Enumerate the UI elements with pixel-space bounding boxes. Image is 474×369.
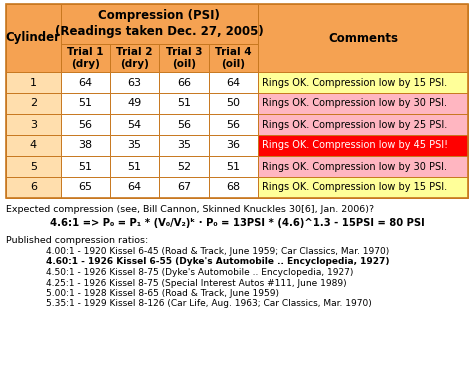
Bar bbox=[258, 4, 468, 72]
Text: 52: 52 bbox=[177, 162, 191, 172]
Bar bbox=[61, 72, 110, 93]
Bar bbox=[110, 93, 159, 114]
Text: 6: 6 bbox=[30, 183, 37, 193]
Bar bbox=[110, 72, 159, 93]
Bar bbox=[6, 93, 61, 114]
Text: 5.35:1 - 1929 Kissel 8-126 (Car Life, Aug. 1963; Car Classics, Mar. 1970): 5.35:1 - 1929 Kissel 8-126 (Car Life, Au… bbox=[46, 300, 372, 308]
Bar bbox=[61, 177, 110, 198]
Text: 35: 35 bbox=[128, 141, 142, 151]
Bar bbox=[159, 44, 209, 72]
Bar bbox=[6, 4, 468, 198]
Text: 4.25:1 - 1926 Kissel 8-75 (Special Interest Autos #111, June 1989): 4.25:1 - 1926 Kissel 8-75 (Special Inter… bbox=[46, 279, 346, 287]
Bar bbox=[110, 44, 159, 72]
Bar bbox=[258, 72, 468, 93]
Bar bbox=[6, 177, 61, 198]
Bar bbox=[6, 72, 61, 93]
Bar bbox=[110, 135, 159, 156]
Text: 66: 66 bbox=[177, 77, 191, 87]
Text: 65: 65 bbox=[78, 183, 92, 193]
Text: 64: 64 bbox=[128, 183, 142, 193]
Text: Rings OK. Compression low by 30 PSI.: Rings OK. Compression low by 30 PSI. bbox=[262, 162, 447, 172]
Bar bbox=[159, 72, 209, 93]
Bar bbox=[61, 114, 110, 135]
Text: Comments: Comments bbox=[328, 31, 398, 45]
Text: Trial 3
(oil): Trial 3 (oil) bbox=[166, 47, 202, 69]
Text: Rings OK. Compression low by 30 PSI.: Rings OK. Compression low by 30 PSI. bbox=[262, 99, 447, 108]
Bar bbox=[110, 156, 159, 177]
Text: 4.60:1 - 1926 Kissel 6-55 (Dyke's Automobile .. Encyclopedia, 1927): 4.60:1 - 1926 Kissel 6-55 (Dyke's Automo… bbox=[46, 258, 390, 266]
Text: Rings OK. Compression low by 15 PSI.: Rings OK. Compression low by 15 PSI. bbox=[262, 183, 447, 193]
Text: Trial 2
(dry): Trial 2 (dry) bbox=[117, 47, 153, 69]
Text: 56: 56 bbox=[227, 120, 240, 130]
Bar bbox=[258, 93, 468, 114]
Bar bbox=[258, 114, 468, 135]
Text: Compression (PSI)
(Readings taken Dec. 27, 2005): Compression (PSI) (Readings taken Dec. 2… bbox=[55, 10, 264, 38]
Bar bbox=[258, 156, 468, 177]
Text: 35: 35 bbox=[177, 141, 191, 151]
Bar bbox=[258, 177, 468, 198]
Text: 63: 63 bbox=[128, 77, 142, 87]
Text: 51: 51 bbox=[177, 99, 191, 108]
Text: 5: 5 bbox=[30, 162, 37, 172]
Text: Expected compression (see, Bill Cannon, Skinned Knuckles 30[6], Jan. 2006)?: Expected compression (see, Bill Cannon, … bbox=[6, 205, 374, 214]
Text: 51: 51 bbox=[227, 162, 240, 172]
Bar bbox=[6, 4, 61, 72]
Text: Published compression ratios:: Published compression ratios: bbox=[6, 236, 148, 245]
Text: Rings OK. Compression low by 15 PSI.: Rings OK. Compression low by 15 PSI. bbox=[262, 77, 447, 87]
Bar bbox=[159, 93, 209, 114]
Bar bbox=[209, 177, 258, 198]
Text: Trial 4
(oil): Trial 4 (oil) bbox=[215, 47, 252, 69]
Text: Rings OK. Compression low by 25 PSI.: Rings OK. Compression low by 25 PSI. bbox=[262, 120, 447, 130]
Bar bbox=[159, 114, 209, 135]
Text: 4.6:1 => P₀ = P₁ * (V₀/V₂)ᵏ · P₀ = 13PSI * (4.6)^1.3 - 15PSI = 80 PSI: 4.6:1 => P₀ = P₁ * (V₀/V₂)ᵏ · P₀ = 13PSI… bbox=[50, 218, 424, 228]
Text: Rings OK. Compression low by 45 PSI!: Rings OK. Compression low by 45 PSI! bbox=[262, 141, 448, 151]
Text: 51: 51 bbox=[78, 99, 92, 108]
Bar bbox=[209, 156, 258, 177]
Text: 54: 54 bbox=[128, 120, 142, 130]
Text: 4.00:1 - 1920 Kissel 6-45 (Road & Track, June 1959; Car Classics, Mar. 1970): 4.00:1 - 1920 Kissel 6-45 (Road & Track,… bbox=[46, 247, 389, 256]
Text: 38: 38 bbox=[78, 141, 92, 151]
Text: 50: 50 bbox=[227, 99, 240, 108]
Text: 68: 68 bbox=[227, 183, 241, 193]
Text: 4.50:1 - 1926 Kissel 8-75 (Dyke's Automobile .. Encyclopedia, 1927): 4.50:1 - 1926 Kissel 8-75 (Dyke's Automo… bbox=[46, 268, 354, 277]
Text: 56: 56 bbox=[177, 120, 191, 130]
Bar bbox=[159, 177, 209, 198]
Text: 2: 2 bbox=[30, 99, 37, 108]
Text: 1: 1 bbox=[30, 77, 37, 87]
Text: Trial 1
(dry): Trial 1 (dry) bbox=[67, 47, 103, 69]
Text: 64: 64 bbox=[78, 77, 92, 87]
Bar bbox=[6, 156, 61, 177]
Text: 64: 64 bbox=[227, 77, 241, 87]
Bar bbox=[209, 93, 258, 114]
Bar bbox=[159, 156, 209, 177]
Text: 36: 36 bbox=[227, 141, 240, 151]
Bar bbox=[6, 114, 61, 135]
Text: Cylinder: Cylinder bbox=[6, 31, 61, 45]
Text: 51: 51 bbox=[78, 162, 92, 172]
Text: 56: 56 bbox=[78, 120, 92, 130]
Bar bbox=[159, 135, 209, 156]
Text: 5.00:1 - 1928 Kissel 8-65 (Road & Track, June 1959): 5.00:1 - 1928 Kissel 8-65 (Road & Track,… bbox=[46, 289, 279, 298]
Bar bbox=[110, 114, 159, 135]
Bar bbox=[61, 4, 258, 44]
Text: 4: 4 bbox=[30, 141, 37, 151]
Bar bbox=[209, 135, 258, 156]
Bar bbox=[258, 135, 468, 156]
Bar bbox=[61, 156, 110, 177]
Bar bbox=[209, 44, 258, 72]
Bar bbox=[6, 135, 61, 156]
Text: 3: 3 bbox=[30, 120, 37, 130]
Bar bbox=[209, 72, 258, 93]
Bar bbox=[61, 93, 110, 114]
Text: 67: 67 bbox=[177, 183, 191, 193]
Bar bbox=[61, 135, 110, 156]
Bar bbox=[110, 177, 159, 198]
Text: 49: 49 bbox=[128, 99, 142, 108]
Bar bbox=[209, 114, 258, 135]
Text: 51: 51 bbox=[128, 162, 142, 172]
Bar bbox=[61, 44, 110, 72]
